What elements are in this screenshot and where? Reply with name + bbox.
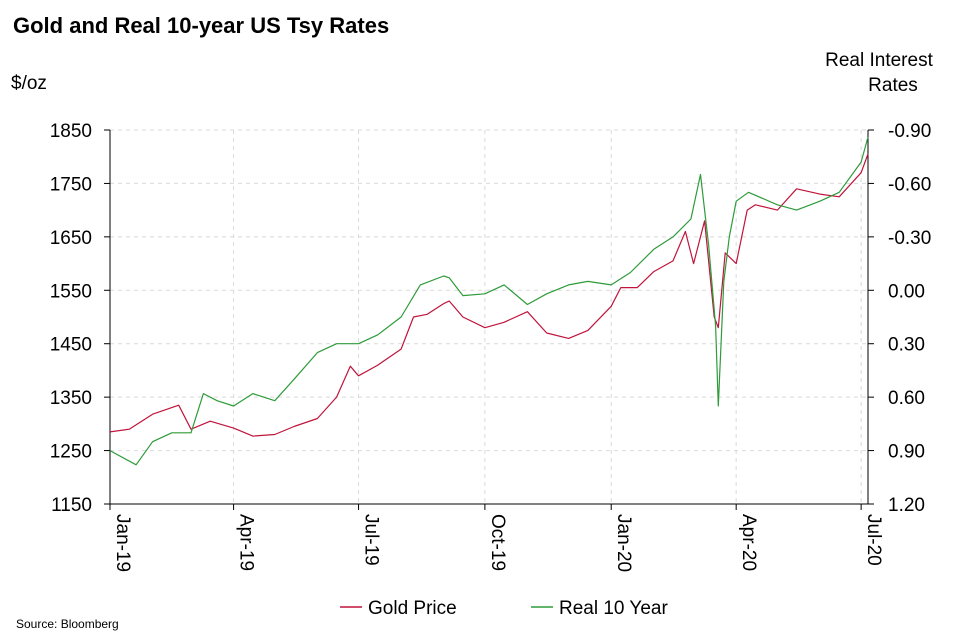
y-left-tick-label: 1650 xyxy=(50,228,92,249)
series-lines xyxy=(109,136,869,466)
y-left-tick-label: 1250 xyxy=(50,442,92,463)
y-left-tick-label: 1750 xyxy=(50,174,92,195)
y-left-tick-label: 1450 xyxy=(50,335,92,356)
grid xyxy=(109,129,868,505)
y-left-tick-label: 1150 xyxy=(51,495,92,516)
legend-label: Real 10 Year xyxy=(559,598,668,619)
y-left-tick-label: 1350 xyxy=(50,388,92,409)
legend-label: Gold Price xyxy=(368,598,457,619)
axes xyxy=(104,129,874,510)
x-tick-label: Jul-20 xyxy=(863,514,884,566)
y-left-tick-label: 1550 xyxy=(50,281,92,302)
x-tick-label: Oct-19 xyxy=(487,514,508,571)
y-axis-left-label: $/oz xyxy=(11,73,47,94)
series-line-gold-price xyxy=(109,153,869,437)
legend: Gold Price Real 10 Year xyxy=(340,598,668,619)
y-right-tick-label: -0.60 xyxy=(888,174,931,195)
tick-labels: 1850 -0.90 1750 -0.60 1650 -0.30 1550 0.00 1450 0… xyxy=(50,121,932,572)
y-right-tick-label: 0.30 xyxy=(888,335,925,356)
source-note: Source: Bloomberg xyxy=(16,617,119,631)
y-axis-right-label-line1: Real Interest xyxy=(825,50,933,71)
y-right-tick-label: 0.60 xyxy=(888,388,925,409)
y-right-tick-label: 1.20 xyxy=(888,495,925,516)
y-right-tick-label: -0.30 xyxy=(888,228,931,249)
y-left-tick-label: 1850 xyxy=(50,121,92,142)
x-tick-label: Apr-20 xyxy=(738,514,759,571)
x-tick-label: Jan-20 xyxy=(613,514,634,572)
y-right-tick-label: -0.90 xyxy=(888,121,931,142)
x-tick-label: Apr-19 xyxy=(236,514,257,571)
chart-title: Gold and Real 10-year US Tsy Rates xyxy=(13,13,389,38)
y-axis-right-label-line2: Rates xyxy=(868,75,918,96)
y-right-tick-label: 0.00 xyxy=(888,281,925,302)
y-right-tick-label: 0.90 xyxy=(888,442,925,463)
x-tick-label: Jul-19 xyxy=(361,514,382,566)
x-tick-label: Jan-19 xyxy=(112,514,133,572)
series-line-real-10-year xyxy=(109,136,869,466)
